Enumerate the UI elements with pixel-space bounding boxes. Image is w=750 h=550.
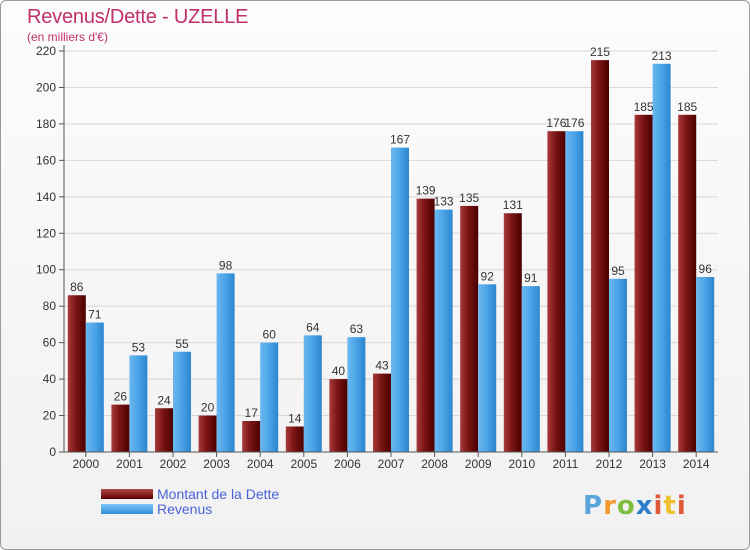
chart-title: Revenus/Dette - UZELLE <box>27 6 249 28</box>
debt-value-label: 131 <box>503 198 523 212</box>
y-tick-label: 0 <box>49 445 56 459</box>
x-tick-label: 2011 <box>552 457 578 471</box>
revenue-value-label: 96 <box>699 262 713 276</box>
revenue-value-label: 91 <box>524 271 538 285</box>
debt-bar <box>634 114 653 452</box>
revenue-bar <box>216 273 235 452</box>
debt-value-label: 215 <box>590 45 610 59</box>
revenue-value-label: 55 <box>175 337 189 351</box>
y-tick-label: 40 <box>43 372 57 386</box>
x-tick-label: 2006 <box>334 457 361 471</box>
x-tick-label: 2002 <box>160 457 187 471</box>
x-tick-label: 2008 <box>421 457 448 471</box>
proxiti-logo: Proxiti <box>583 491 687 521</box>
legend-label-debt: Montant de la Dette <box>157 486 280 502</box>
y-tick-label: 220 <box>36 44 56 58</box>
y-tick-label: 120 <box>36 226 56 240</box>
legend-swatch-debt <box>101 489 153 499</box>
debt-bar <box>285 426 304 452</box>
revenue-bar <box>173 351 191 452</box>
debt-value-label: 43 <box>375 359 389 373</box>
debt-value-label: 86 <box>70 280 84 294</box>
debt-value-label: 135 <box>459 191 479 205</box>
revenue-value-label: 133 <box>434 195 454 209</box>
legend-swatch-revenue <box>101 504 153 514</box>
debt-bar <box>329 379 348 452</box>
debt-bar <box>155 408 173 452</box>
debt-value-label: 176 <box>546 116 566 130</box>
y-tick-label: 100 <box>36 263 56 277</box>
y-tick-label: 200 <box>36 80 56 94</box>
revenue-value-label: 167 <box>390 133 410 147</box>
x-tick-label: 2003 <box>203 457 230 471</box>
revenue-bar <box>521 286 540 452</box>
y-tick-label: 140 <box>36 190 56 204</box>
revenue-bar <box>696 277 715 452</box>
x-tick-label: 2010 <box>508 457 535 471</box>
revenue-bar <box>303 335 322 452</box>
revenue-bar <box>478 284 497 452</box>
debt-value-label: 26 <box>114 390 128 404</box>
debt-bar <box>591 60 609 452</box>
debt-bar <box>547 131 566 452</box>
x-tick-label: 2005 <box>290 457 317 471</box>
debt-value-label: 139 <box>416 184 436 198</box>
revenue-bar <box>260 342 279 452</box>
debt-value-label: 17 <box>245 406 259 420</box>
revenue-bar <box>129 355 148 452</box>
revenue-bar <box>434 209 453 452</box>
legend-label-revenue: Revenus <box>157 501 213 517</box>
debt-bar <box>373 373 391 452</box>
y-tick-label: 60 <box>43 336 57 350</box>
debt-bar <box>678 114 697 452</box>
debt-bar <box>111 404 130 452</box>
x-tick-label: 2001 <box>116 457 143 471</box>
revenue-value-label: 213 <box>652 49 672 63</box>
revenue-value-label: 53 <box>132 340 146 354</box>
debt-bar <box>242 421 261 452</box>
revenue-bar <box>85 322 104 452</box>
chart-subtitle: (en milliers d'€) <box>27 30 108 44</box>
revenue-value-label: 71 <box>88 308 102 322</box>
y-tick-label: 20 <box>43 409 57 423</box>
debt-value-label: 40 <box>332 364 346 378</box>
revenue-bar <box>391 147 409 452</box>
debt-bar <box>460 205 479 452</box>
debt-value-label: 20 <box>201 401 215 415</box>
x-tick-label: 2000 <box>72 457 99 471</box>
y-tick-label: 160 <box>36 153 56 167</box>
x-tick-label: 2007 <box>378 457 405 471</box>
x-tick-label: 2014 <box>683 457 710 471</box>
y-tick-label: 180 <box>36 117 56 131</box>
debt-bar <box>503 213 522 452</box>
revenue-value-label: 60 <box>263 328 277 342</box>
debt-bar <box>416 198 435 452</box>
revenue-value-label: 95 <box>611 264 625 278</box>
x-tick-label: 2004 <box>247 457 274 471</box>
revenue-bar <box>609 278 627 452</box>
debt-bar <box>67 295 86 452</box>
revenue-value-label: 176 <box>564 116 584 130</box>
y-tick-label: 80 <box>43 299 57 313</box>
debt-value-label: 185 <box>634 100 654 114</box>
debt-value-label: 14 <box>288 411 302 425</box>
x-tick-label: 2013 <box>639 457 666 471</box>
debt-bar <box>198 415 217 452</box>
x-tick-label: 2012 <box>596 457 623 471</box>
debt-value-label: 24 <box>157 393 171 407</box>
x-tick-label: 2009 <box>465 457 492 471</box>
revenue-bar <box>565 131 584 452</box>
revenue-bar <box>652 63 671 452</box>
revenue-value-label: 92 <box>481 269 495 283</box>
debt-value-label: 185 <box>677 100 697 114</box>
revenue-bar <box>347 337 366 452</box>
revenue-value-label: 98 <box>219 258 233 272</box>
revenue-value-label: 63 <box>350 322 364 336</box>
revenue-value-label: 64 <box>306 320 320 334</box>
